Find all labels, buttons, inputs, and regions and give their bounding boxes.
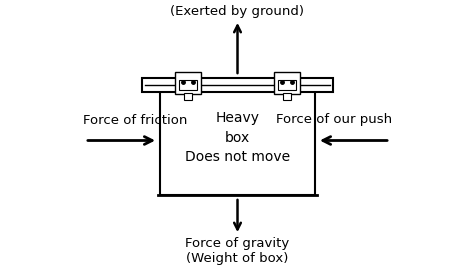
Bar	[142, 78, 333, 92]
Text: Force of our push: Force of our push	[276, 114, 392, 126]
Text: Force of friction: Force of friction	[83, 114, 187, 126]
Text: Heavy
box
Does not move: Heavy box Does not move	[185, 111, 290, 164]
Bar	[274, 72, 300, 94]
Bar	[175, 72, 201, 94]
Bar	[179, 80, 197, 90]
Bar	[283, 93, 291, 100]
Text: Force of gravity
(Weight of box): Force of gravity (Weight of box)	[185, 237, 290, 265]
Bar	[160, 90, 315, 195]
Text: Force of reaction
(Exerted by ground): Force of reaction (Exerted by ground)	[171, 0, 304, 18]
Bar	[278, 80, 296, 90]
Bar	[184, 93, 192, 100]
